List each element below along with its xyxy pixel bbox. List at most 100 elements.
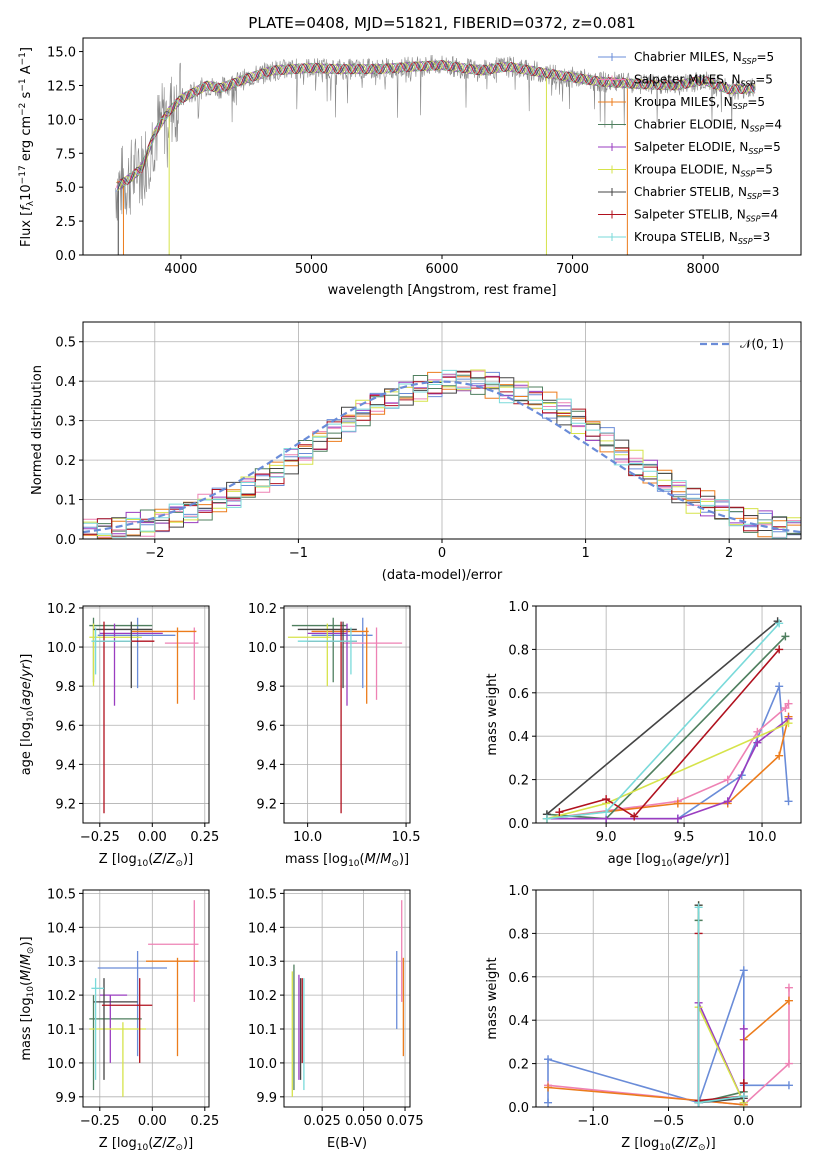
y-tick-label: 0.6	[508, 971, 529, 986]
x-axis-label: (data-model)/error	[382, 568, 503, 583]
y-tick-label: 10.5	[47, 887, 76, 902]
x-axis-label: E(B-V)	[327, 1136, 367, 1151]
y-tick-label: 0.3	[55, 415, 76, 430]
x-tick-label: 0	[438, 546, 446, 561]
mass-weight-marker	[784, 996, 793, 1005]
legend-label: Salpeter MILES, NSSP=5	[634, 73, 773, 89]
y-axis-label: Flux [fλ10−17 erg cm−2 s−1 A−1]	[18, 47, 36, 247]
y-tick-label: 0.4	[55, 375, 76, 390]
y-tick-label: 9.9	[256, 1091, 277, 1106]
mass-weight-marker	[784, 983, 793, 992]
mass-weight-marker	[739, 1079, 748, 1088]
x-tick-label: 0.25	[190, 830, 219, 845]
chart-1: −2 −1 0 1 2 0.0 0.1 0.2 0.3 0.4 0.5 (data-model)/er…	[30, 321, 802, 583]
chart-2: −0.25 0.00 0.25 9.2 9.4 9.6 9.8 10.0 10.2 Z [log1…	[19, 602, 219, 869]
y-tick-label: 10.5	[248, 887, 277, 902]
x-axis-label: age [log10(age/yr)]	[608, 852, 730, 869]
mass-weight-marker	[544, 1098, 553, 1107]
mass-weight-marker	[673, 814, 682, 823]
chart-0: 4000 5000 6000 7000 8000 0.0 2.5 5.0 7.5 10.0 12.5…	[18, 14, 802, 298]
y-axis-label: mass weight	[485, 673, 500, 755]
x-tick-label: 0.00	[138, 1114, 167, 1129]
mass-weight-marker	[784, 699, 793, 708]
mass-weight-marker	[775, 645, 784, 654]
y-tick-label: 12.5	[47, 79, 76, 94]
x-tick-label: −0.25	[80, 830, 120, 845]
x-axis-label: Z [log10(Z/Z⊙)]	[99, 852, 193, 869]
x-tick-label: −0.5	[653, 1114, 685, 1129]
legend-label: 𝒩(0, 1)	[740, 337, 784, 351]
spectrum-model-line	[118, 60, 756, 187]
y-tick-label: 0.4	[508, 730, 529, 745]
mass-weight-marker	[784, 1059, 793, 1068]
plot-area	[89, 617, 199, 814]
x-tick-label: 5000	[295, 262, 328, 277]
chart-4: 9.0 9.5 10.0 0.0 0.2 0.4 0.6 0.8 1.0 age [log10(a…	[485, 600, 802, 869]
mass-weight-line	[546, 635, 786, 820]
mass-weight-line	[697, 905, 744, 1104]
y-tick-label: 0.0	[508, 1101, 529, 1116]
mass-weight-marker	[542, 814, 551, 823]
mass-weight-marker	[694, 903, 703, 912]
gaussian-curve	[83, 380, 801, 534]
mass-weight-line	[559, 648, 780, 818]
mass-weight-marker	[544, 1083, 553, 1092]
y-tick-label: 0.4	[508, 1014, 529, 1029]
y-axis-label: mass [log10(M/M⊙)]	[19, 936, 36, 1060]
y-tick-label: 10.2	[248, 989, 277, 1004]
chart-title: PLATE=0408, MJD=51821, FIBERID=0372, z=0…	[248, 14, 635, 32]
y-tick-label: 10.0	[248, 641, 277, 656]
legend-label: Kroupa ELODIE, NSSP=5	[634, 163, 773, 179]
y-tick-label: 0.8	[508, 643, 529, 658]
y-axis-label: Normed distribution	[30, 365, 45, 495]
axes-frame	[535, 605, 802, 824]
y-tick-label: 0.0	[55, 249, 76, 264]
y-tick-label: 9.2	[55, 797, 76, 812]
y-tick-label: 10.1	[248, 1023, 277, 1038]
mass-weight-marker	[784, 797, 793, 806]
mass-weight-marker	[694, 1098, 703, 1107]
plot-area	[83, 369, 801, 539]
spectrum-model-line	[117, 60, 756, 191]
legend-label: Salpeter ELODIE, NSSP=5	[634, 140, 781, 156]
legend-label: Kroupa MILES, NSSP=5	[634, 95, 765, 111]
plot-area	[542, 617, 793, 823]
x-tick-label: 10.0	[748, 830, 777, 845]
y-axis-label: mass weight	[485, 957, 500, 1039]
y-tick-label: 0.0	[508, 817, 529, 832]
mass-weight-marker	[784, 719, 793, 728]
x-axis-label: mass [log10(M/M⊙)]	[285, 852, 409, 869]
chart-7: −1.0 −0.5 0.0 0.0 0.2 0.4 0.6 0.8 1.0 Z [log10(Z/…	[485, 884, 802, 1153]
y-tick-label: 9.6	[256, 719, 277, 734]
x-tick-label: 10.5	[392, 830, 421, 845]
mass-weight-marker	[673, 799, 682, 808]
mass-weight-line	[547, 970, 789, 1104]
x-tick-label: −2	[145, 546, 164, 561]
y-tick-label: 0.2	[55, 454, 76, 469]
plot-area	[115, 54, 756, 255]
y-tick-label: 10.1	[47, 1023, 76, 1038]
y-tick-label: 9.6	[55, 719, 76, 734]
y-tick-label: 1.0	[508, 600, 529, 615]
mass-weight-line	[697, 907, 744, 1104]
y-tick-label: 1.0	[508, 884, 529, 899]
y-tick-label: 10.0	[47, 1057, 76, 1072]
mass-weight-marker	[775, 751, 784, 760]
y-tick-label: 9.2	[256, 797, 277, 812]
chart-5: −0.25 0.00 0.25 9.9 10.0 10.1 10.2 10.3 10.4 10.5…	[19, 887, 219, 1153]
plot-area	[287, 617, 403, 814]
y-tick-label: 10.3	[47, 955, 76, 970]
y-tick-label: 0.0	[55, 533, 76, 548]
axes-frame	[283, 889, 411, 1108]
y-tick-label: 9.8	[256, 680, 277, 695]
mass-weight-marker	[784, 1081, 793, 1090]
mass-weight-marker	[555, 808, 564, 817]
x-tick-label: 10.0	[293, 830, 322, 845]
mass-weight-marker	[739, 966, 748, 975]
x-tick-label: 9.5	[674, 830, 695, 845]
x-tick-label: 1	[581, 546, 589, 561]
chart-3: 10.0 10.5 9.2 9.4 9.6 9.8 10.0 10.2 mass [log10(…	[248, 602, 420, 869]
y-tick-label: 10.0	[248, 1057, 277, 1072]
mass-weight-marker	[775, 619, 784, 628]
